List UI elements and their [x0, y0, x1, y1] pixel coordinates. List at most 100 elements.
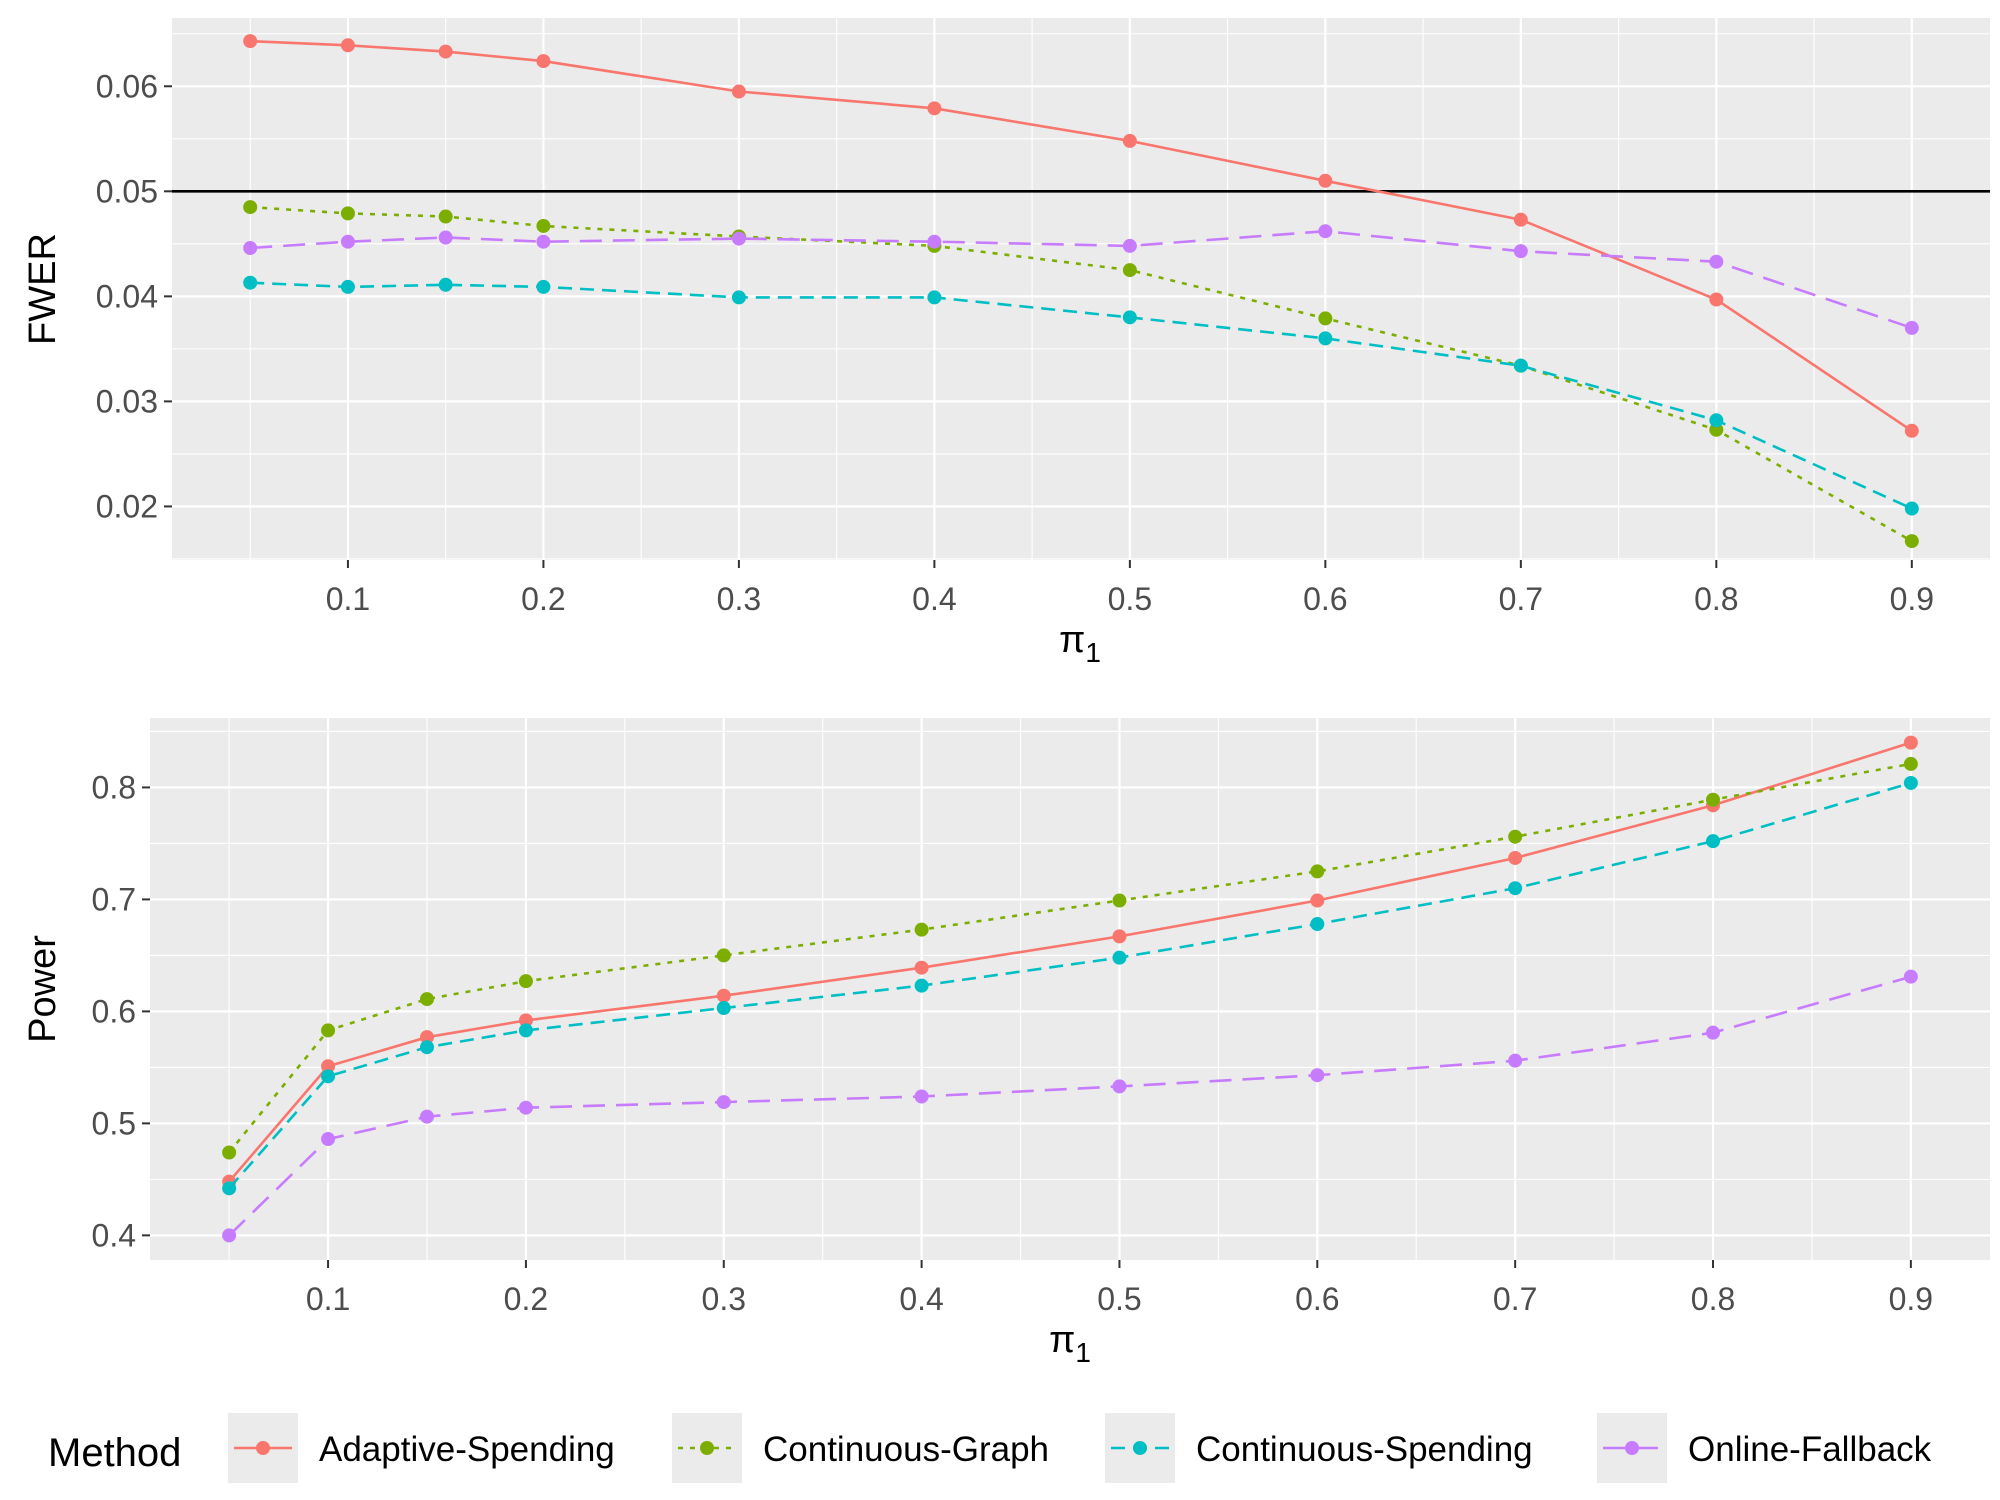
data-point	[1310, 893, 1325, 908]
data-point	[1310, 1068, 1325, 1083]
legend-item-adaptive: Adaptive-Spending	[228, 1413, 615, 1483]
data-point	[1706, 792, 1721, 807]
data-point	[340, 234, 355, 249]
data-point	[1122, 238, 1137, 253]
x-tick-label: 0.2	[504, 1281, 548, 1317]
data-point	[321, 1069, 336, 1084]
data-point	[321, 1023, 336, 1038]
series-adaptive	[243, 34, 1919, 438]
x-tick-label: 0.6	[1303, 581, 1347, 617]
data-point	[1903, 775, 1918, 790]
y-tick-label: 0.6	[92, 993, 136, 1029]
data-point	[419, 1030, 434, 1045]
legend-label: Adaptive-Spending	[319, 1430, 615, 1469]
x-tick-label: 0.1	[326, 581, 370, 617]
data-point	[716, 948, 731, 963]
x-tick-label: 0.8	[1691, 1281, 1735, 1317]
data-point	[914, 1089, 929, 1104]
series-spending	[222, 775, 1918, 1196]
legend-label: Continuous-Graph	[763, 1430, 1049, 1469]
data-point	[243, 200, 258, 215]
y-tick-label: 0.7	[92, 881, 136, 917]
data-point	[1112, 950, 1127, 965]
x-tick-label: 0.5	[1097, 1281, 1141, 1317]
data-point	[1310, 917, 1325, 932]
series-spending	[243, 275, 1919, 516]
x-tick-label: 0.4	[912, 581, 956, 617]
data-point	[340, 206, 355, 221]
fwer-panel: 0.1 0.2 0.3 0.4 0.5 0.6 0.7 0.8 0.9 0.02 0.03 0.04 0…	[22, 18, 1990, 668]
data-point	[1122, 133, 1137, 148]
data-point	[914, 960, 929, 975]
data-point	[536, 54, 551, 69]
data-point	[1903, 756, 1918, 771]
data-point	[438, 44, 453, 59]
data-point	[419, 1109, 434, 1124]
data-point	[438, 230, 453, 245]
data-point	[536, 218, 551, 233]
x-axis-title: π1	[1049, 1319, 1091, 1368]
data-point	[927, 234, 942, 249]
y-tick-label: 0.05	[96, 173, 158, 209]
y-tick-label: 0.03	[96, 383, 158, 419]
x-tick-label: 0.4	[899, 1281, 943, 1317]
data-point	[731, 231, 746, 246]
legend-item-fallback: Online-Fallback	[1597, 1413, 1932, 1483]
data-point	[1904, 501, 1919, 516]
data-point	[419, 1040, 434, 1055]
data-point	[222, 1228, 237, 1243]
data-point	[1508, 1053, 1523, 1068]
data-point	[716, 1001, 731, 1016]
data-point	[927, 290, 942, 305]
legend: Method Adaptive-Spending Continuous-Graph…	[48, 1413, 1932, 1483]
data-point	[438, 209, 453, 224]
x-axis-title: π1	[1059, 619, 1101, 668]
y-tick-label: 0.04	[96, 278, 158, 314]
data-point	[1709, 292, 1724, 307]
data-point	[321, 1059, 336, 1074]
data-point	[438, 277, 453, 292]
legend-items: Adaptive-Spending Continuous-Graph Continu…	[228, 1413, 1932, 1483]
data-point	[321, 1132, 336, 1147]
x-tick-label: 0.9	[1890, 581, 1934, 617]
data-point	[1903, 969, 1918, 984]
data-point	[1112, 929, 1127, 944]
power-panel: 0.1 0.2 0.3 0.4 0.5 0.6 0.7 0.8 0.9 0.4 0.5 0.6 0.7 0…	[22, 718, 1990, 1368]
x-tick-label: 0.3	[702, 1281, 746, 1317]
data-point	[419, 992, 434, 1007]
panel-background	[150, 718, 1990, 1260]
x-tick-label: 0.2	[521, 581, 565, 617]
x-tick-label: 0.1	[306, 1281, 350, 1317]
data-point	[1904, 423, 1919, 438]
series-fallback	[243, 224, 1919, 335]
data-point	[1310, 864, 1325, 879]
panel-background	[172, 18, 1990, 560]
data-point	[731, 84, 746, 99]
data-point	[914, 922, 929, 937]
data-point	[1112, 893, 1127, 908]
series-graph	[222, 756, 1918, 1160]
data-point	[914, 978, 929, 993]
data-point	[340, 279, 355, 294]
data-point	[518, 1023, 533, 1038]
x-tick-label: 0.7	[1493, 1281, 1537, 1317]
legend-label: Continuous-Spending	[1196, 1430, 1533, 1469]
y-axis-title: Power	[22, 935, 64, 1043]
y-tick-label: 0.02	[96, 488, 158, 524]
data-point	[243, 34, 258, 49]
data-point	[1706, 1025, 1721, 1040]
data-point	[222, 1181, 237, 1196]
x-tick-label: 0.6	[1295, 1281, 1339, 1317]
data-point	[1709, 413, 1724, 428]
x-tick-label: 0.9	[1889, 1281, 1933, 1317]
data-point	[243, 275, 258, 290]
data-point	[716, 988, 731, 1003]
data-point	[1513, 212, 1528, 227]
data-point	[1903, 735, 1918, 750]
data-point	[222, 1145, 237, 1160]
data-point	[1122, 263, 1137, 278]
data-point	[1904, 320, 1919, 335]
data-point	[1513, 244, 1528, 259]
data-point	[1513, 358, 1528, 373]
